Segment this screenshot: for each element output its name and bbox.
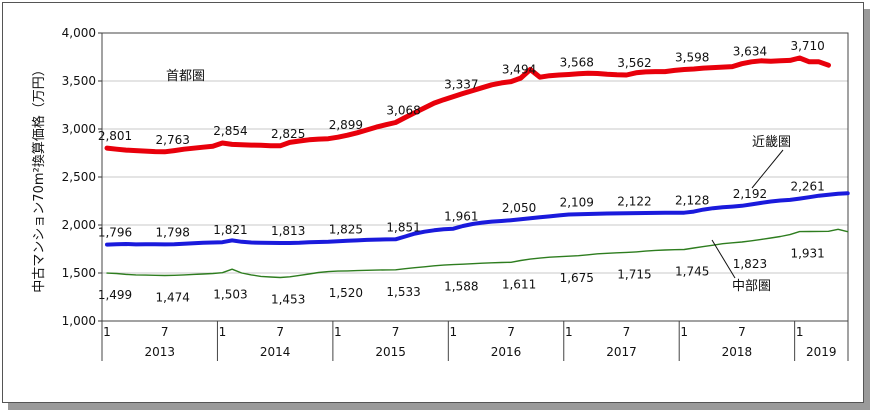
- series-name-chubu: 中部圏: [732, 279, 771, 294]
- x-month-label: 1: [334, 325, 342, 339]
- series-name-kinki: 近畿圏: [752, 135, 791, 150]
- data-label: 2,050: [502, 201, 536, 215]
- data-label: 2,128: [675, 194, 709, 208]
- data-label: 1,821: [213, 223, 247, 237]
- x-month-label: 7: [392, 325, 400, 339]
- data-label: 2,801: [98, 129, 132, 143]
- series-layer: [104, 55, 850, 279]
- data-label: 2,261: [790, 180, 824, 194]
- data-label: 1,533: [386, 285, 420, 299]
- axis-layer: 1,000 1,500 2,000 2,500 3,000 3,500 4,000 1 7 1 7 1…: [62, 26, 849, 361]
- data-label: 2,192: [733, 187, 767, 201]
- data-label: 1,453: [271, 293, 305, 307]
- series-line-0: [104, 55, 831, 155]
- label-layer: 2,801 2,763 2,854 2,825 2,899 3,068 3,337 3,494…: [98, 39, 825, 307]
- x-year-label: 2014: [260, 345, 291, 359]
- data-label: 1,796: [98, 226, 132, 240]
- data-label: 3,598: [675, 50, 709, 64]
- data-label: 2,122: [617, 194, 651, 208]
- series-line-1: [105, 191, 850, 247]
- x-year-label: 2013: [144, 345, 175, 359]
- x-month-label: 7: [738, 325, 746, 339]
- data-label: 1,611: [502, 277, 536, 291]
- data-label: 1,503: [213, 288, 247, 302]
- x-year-label: 2015: [375, 345, 406, 359]
- x-month-label: 1: [219, 325, 227, 339]
- data-label: 1,798: [156, 225, 190, 239]
- x-month-label: 7: [276, 325, 284, 339]
- data-label: 2,854: [213, 124, 247, 138]
- y-tick-label: 3,000: [62, 122, 96, 136]
- x-month-label: 7: [623, 325, 631, 339]
- data-label: 1,813: [271, 224, 305, 238]
- data-label: 1,745: [675, 264, 709, 278]
- x-month-label: 1: [449, 325, 457, 339]
- x-month-label: 7: [507, 325, 515, 339]
- y-tick-label: 4,000: [62, 26, 96, 40]
- y-tick-label: 1,500: [62, 266, 96, 280]
- grid-layer: [102, 32, 848, 322]
- data-label: 1,499: [98, 288, 132, 302]
- data-label: 3,337: [444, 78, 478, 92]
- x-year-label: 2016: [491, 345, 522, 359]
- data-label: 1,825: [329, 222, 363, 236]
- x-month-label: 1: [565, 325, 573, 339]
- data-label: 1,851: [386, 220, 420, 234]
- data-label: 2,899: [329, 118, 363, 132]
- data-label: 3,568: [560, 55, 594, 69]
- y-tick-label: 3,500: [62, 74, 96, 88]
- data-label: 1,675: [560, 271, 594, 285]
- x-year-label: 2017: [606, 345, 637, 359]
- y-axis-title: 中古マンション70m²換算価格（万円）: [31, 63, 47, 292]
- data-label: 2,109: [560, 196, 594, 210]
- series-name-shutoken: 首都圏: [166, 69, 205, 84]
- data-label: 3,634: [733, 45, 767, 59]
- x-month-label: 1: [680, 325, 688, 339]
- x-month-label: 7: [161, 325, 169, 339]
- data-label: 2,825: [271, 127, 305, 141]
- leader-line-kinki: [751, 149, 784, 189]
- data-label: 3,710: [790, 39, 824, 53]
- plot-area: [101, 32, 849, 322]
- data-label: 2,763: [156, 133, 190, 147]
- data-label: 1,931: [790, 247, 824, 261]
- data-label: 1,588: [444, 280, 478, 294]
- x-month-label: 1: [796, 325, 804, 339]
- y-tick-label: 2,000: [62, 218, 96, 232]
- data-label: 1,823: [733, 257, 767, 271]
- x-year-label: 2019: [806, 345, 837, 359]
- series-line-2: [106, 228, 849, 279]
- y-tick-label: 2,500: [62, 170, 96, 184]
- data-label: 1,520: [329, 286, 363, 300]
- x-year-label: 2018: [722, 345, 753, 359]
- leader-line-chubu: [711, 239, 736, 279]
- x-month-label: 1: [103, 325, 111, 339]
- data-label: 1,474: [156, 290, 190, 304]
- y-tick-label: 1,000: [62, 314, 96, 328]
- data-label: 1,715: [617, 267, 651, 281]
- data-label: 1,961: [444, 210, 478, 224]
- data-label: 3,068: [386, 103, 420, 117]
- data-label: 3,562: [617, 56, 651, 70]
- data-label: 3,494: [502, 63, 536, 77]
